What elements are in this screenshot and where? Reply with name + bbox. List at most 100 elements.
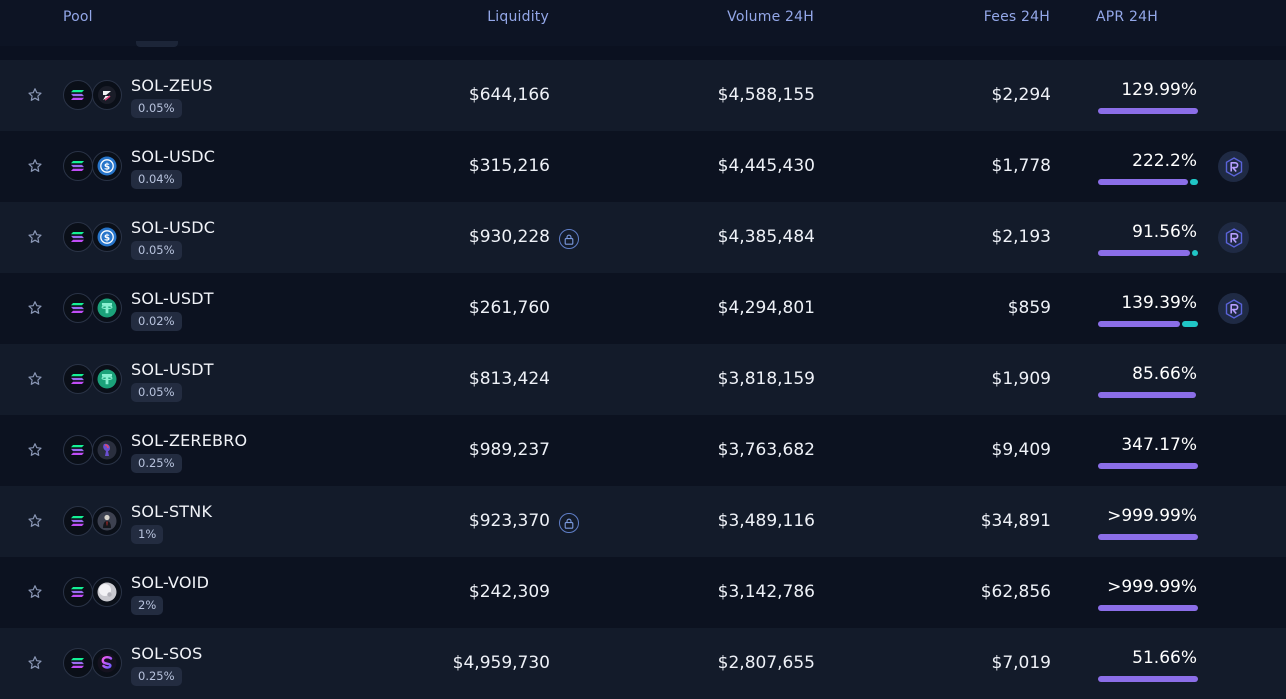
apr-value[interactable]: 85.66% — [1132, 364, 1197, 384]
volume-value: $3,142,786 — [717, 582, 815, 602]
volume-value: $3,763,682 — [717, 440, 815, 460]
apr-value[interactable]: >999.99% — [1107, 506, 1197, 526]
apr-reward-segment — [1190, 179, 1198, 185]
pool-row[interactable]: $ SOL-USDC 0.05% $930,228 $4,385,484 $2,193 91… — [0, 202, 1286, 273]
fee-tier-badge: 0.02% — [131, 312, 182, 331]
apr-value[interactable]: 51.66% — [1132, 648, 1197, 668]
volume-value: $2,807,655 — [717, 653, 815, 673]
star-icon[interactable] — [27, 513, 43, 529]
apr-breakdown-bar[interactable] — [1098, 392, 1198, 398]
raydium-reward-icon[interactable] — [1218, 293, 1249, 324]
liquidity-value: $644,166 — [468, 85, 550, 105]
fees-value: $1,778 — [991, 156, 1051, 176]
sol-token-icon — [63, 222, 93, 252]
apr-value[interactable]: 91.56% — [1132, 222, 1197, 242]
apr-reward-segment — [1192, 250, 1198, 256]
column-header-fees[interactable]: Fees 24H — [983, 9, 1050, 25]
apr-value[interactable]: 222.2% — [1132, 151, 1197, 171]
liquidity-value: $315,216 — [468, 156, 550, 176]
fees-value: $2,193 — [991, 227, 1051, 247]
liquidity-value: $242,309 — [468, 582, 550, 602]
sol-token-icon — [63, 80, 93, 110]
pool-pair-name: SOL-ZEREBRO — [131, 431, 248, 450]
apr-breakdown-bar[interactable] — [1098, 534, 1198, 540]
liquidity-value: $930,228 — [468, 227, 550, 247]
apr-breakdown-bar[interactable] — [1098, 321, 1198, 327]
apr-breakdown-bar[interactable] — [1098, 605, 1198, 611]
star-icon[interactable] — [27, 584, 43, 600]
apr-value[interactable]: 129.99% — [1121, 80, 1197, 100]
fees-value: $2,294 — [991, 85, 1051, 105]
pool-row[interactable]: SOL-ZEREBRO 0.25% $989,237 $3,763,682 $9,409… — [0, 415, 1286, 486]
star-icon[interactable] — [27, 442, 43, 458]
liquidity-value: $813,424 — [468, 369, 550, 389]
zeus-token-icon — [92, 80, 122, 110]
apr-trade-fee-segment — [1098, 463, 1198, 469]
apr-breakdown-bar[interactable] — [1098, 179, 1198, 185]
pool-row[interactable]: SOL-USDT 0.05% $813,424 $3,818,159 $1,909 85.… — [0, 344, 1286, 415]
sol-token-icon — [63, 151, 93, 181]
apr-trade-fee-segment — [1098, 605, 1198, 611]
column-header-liquidity[interactable]: Liquidity — [487, 9, 549, 25]
volume-value: $4,588,155 — [717, 85, 815, 105]
fees-value: $62,856 — [980, 582, 1051, 602]
usdt-token-icon — [92, 293, 122, 323]
liquidity-value: $989,237 — [468, 440, 550, 460]
apr-breakdown-bar[interactable] — [1098, 463, 1198, 469]
star-icon[interactable] — [27, 300, 43, 316]
fees-value: $9,409 — [991, 440, 1051, 460]
raydium-reward-icon[interactable] — [1218, 222, 1249, 253]
apr-trade-fee-segment — [1098, 676, 1198, 682]
star-icon[interactable] — [27, 655, 43, 671]
pool-row[interactable]: SOL-VOID 2% $242,309 $3,142,786 $62,856 >999.… — [0, 557, 1286, 628]
apr-reward-segment — [1182, 321, 1198, 327]
void-token-icon — [92, 577, 122, 607]
column-header-apr[interactable]: APR 24H — [1096, 9, 1158, 25]
volume-value: $4,385,484 — [717, 227, 815, 247]
apr-trade-fee-segment — [1098, 179, 1188, 185]
volume-value: $4,445,430 — [717, 156, 815, 176]
lock-icon — [559, 229, 579, 249]
lock-icon — [559, 513, 579, 533]
raydium-reward-icon[interactable] — [1218, 151, 1249, 182]
usdt-token-icon — [92, 364, 122, 394]
pool-row[interactable]: SOL-ZEUS 0.05% $644,166 $4,588,155 $2,294 129… — [0, 60, 1286, 131]
column-header-pool[interactable]: Pool — [63, 9, 93, 25]
star-icon[interactable] — [27, 229, 43, 245]
fee-tier-badge: 1% — [131, 525, 164, 544]
liquidity-value: $261,760 — [468, 298, 550, 318]
fee-tier-badge: 0.04% — [131, 170, 182, 189]
star-icon[interactable] — [27, 371, 43, 387]
apr-value[interactable]: >999.99% — [1107, 577, 1197, 597]
pool-row[interactable]: SOL-USDT 0.02% $261,760 $4,294,801 $859 139.3… — [0, 273, 1286, 344]
column-header-volume[interactable]: Volume 24H — [727, 9, 814, 25]
pool-pair-name: SOL-STNK — [131, 502, 213, 521]
apr-value[interactable]: 347.17% — [1121, 435, 1197, 455]
pool-row[interactable]: $ SOL-USDC 0.04% $315,216 $4,445,430 $1,778 22… — [0, 131, 1286, 202]
stnk-token-icon — [92, 506, 122, 536]
apr-trade-fee-segment — [1098, 250, 1190, 256]
usdc-token-icon: $ — [92, 222, 122, 252]
sol-token-icon — [63, 577, 93, 607]
pool-row[interactable]: SOL-SOS 0.25% $4,959,730 $2,807,655 $7,019 51… — [0, 628, 1286, 699]
apr-trade-fee-segment — [1098, 108, 1198, 114]
apr-value[interactable]: 139.39% — [1121, 293, 1197, 313]
apr-breakdown-bar[interactable] — [1098, 108, 1198, 114]
pool-pair-name: SOL-USDT — [131, 289, 214, 308]
volume-value: $4,294,801 — [717, 298, 815, 318]
star-icon[interactable] — [27, 87, 43, 103]
apr-breakdown-bar[interactable] — [1098, 676, 1198, 682]
fees-value: $34,891 — [980, 511, 1051, 531]
star-icon[interactable] — [27, 158, 43, 174]
pool-pair-name: SOL-USDC — [131, 218, 216, 237]
apr-trade-fee-segment — [1098, 392, 1196, 398]
usdc-token-icon: $ — [92, 151, 122, 181]
pool-row[interactable]: SOL-STNK 1% $923,370 $3,489,116 $34,891 >999.… — [0, 486, 1286, 557]
apr-breakdown-bar[interactable] — [1098, 250, 1198, 256]
pool-pair-name: SOL-USDC — [131, 147, 216, 166]
sol-token-icon — [63, 364, 93, 394]
sos-token-icon — [92, 648, 122, 678]
fee-tier-badge: 2% — [131, 596, 164, 615]
fees-value: $859 — [1007, 298, 1051, 318]
apr-trade-fee-segment — [1098, 534, 1198, 540]
